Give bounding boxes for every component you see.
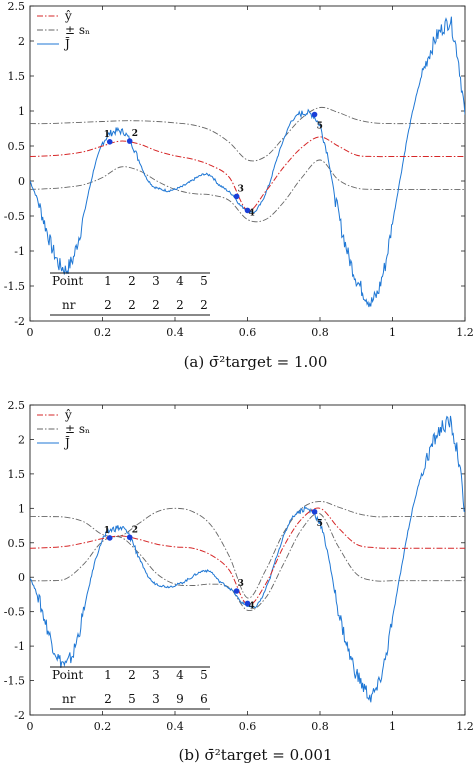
table-cell: 5 — [200, 668, 208, 682]
y-tick-label: 1.5 — [8, 468, 26, 481]
plot-area — [30, 16, 465, 308]
panel-caption: (b) σ̄²target = 0.001 — [178, 746, 332, 764]
x-tick-label: 1 — [389, 326, 396, 339]
x-tick-label: 0.6 — [239, 326, 257, 339]
series-J — [30, 16, 465, 308]
y-tick-label: -1 — [14, 640, 25, 653]
table-cell: 6 — [200, 692, 208, 706]
panel-a: 0 0.2 0.4 0.6 0.8 1 1.2 -2 -1.5 -1 -0.5 0 0.5 1 1.5 2 2.… — [4, 0, 474, 371]
plot-area — [30, 415, 465, 703]
series-upper-band — [30, 106, 465, 162]
series-lower-band — [30, 159, 465, 223]
y-tick-label: 2 — [18, 433, 25, 446]
y-tick-label: 2.5 — [8, 399, 26, 412]
table-cell: 1 — [104, 668, 112, 682]
table-cell: 5 — [128, 692, 136, 706]
legend-label: J̄ — [63, 435, 70, 450]
sample-point — [311, 508, 318, 515]
table-cell: 3 — [152, 668, 160, 682]
y-tick-label: 0 — [18, 571, 25, 584]
sample-point — [106, 535, 113, 541]
table-cell: 3 — [152, 274, 160, 288]
table-cell: 2 — [104, 692, 112, 706]
y-tick-label: 0.5 — [8, 537, 26, 550]
y-tick-label: 1.5 — [8, 70, 26, 83]
sample-point — [233, 588, 240, 594]
point-label: 3 — [238, 579, 244, 589]
series-J — [30, 415, 465, 703]
table-cell: 2 — [152, 298, 160, 312]
table-row-label: Point — [52, 668, 83, 682]
table-cell: 2 — [128, 274, 136, 288]
series-yhat — [30, 507, 465, 606]
table-row-label: nr — [62, 692, 76, 706]
x-tick-label: 0.8 — [311, 720, 329, 733]
y-tick-label: -2 — [14, 709, 25, 722]
legend-label: J̄ — [63, 36, 70, 51]
y-tick-label: -1.5 — [4, 675, 25, 688]
series-lower-band — [30, 512, 465, 612]
x-tick-label: 0 — [27, 720, 34, 733]
y-tick-label: 0 — [18, 175, 25, 188]
y-tick-label: -1 — [14, 245, 25, 258]
y-tick-label: 2 — [18, 35, 25, 48]
y-tick-label: 1 — [18, 105, 25, 118]
series-upper-band — [30, 500, 465, 599]
x-tick-label: 1.2 — [456, 326, 474, 339]
y-tick-label: 1 — [18, 502, 25, 515]
legend-label: ± sₙ — [65, 422, 90, 436]
point-label: 4 — [249, 601, 255, 611]
y-tick-label: 2.5 — [8, 0, 26, 13]
point-label: 1 — [104, 526, 110, 536]
table-cell: 9 — [176, 692, 184, 706]
x-tick-label: 1 — [389, 720, 396, 733]
point-label: 3 — [238, 184, 244, 194]
point-label: 5 — [317, 519, 323, 529]
point-label: 4 — [249, 208, 255, 218]
sample-point — [244, 207, 251, 214]
panel-caption: (a) σ̄²target = 1.00 — [184, 353, 328, 371]
table-cell: 5 — [200, 274, 208, 288]
panel-b: 0 0.2 0.4 0.6 0.8 1 1.2 -2 -1.5 -1 -0.5 0 0.5 1 1.5 2 2.… — [4, 399, 474, 764]
sample-point — [233, 193, 240, 200]
legend-label: ŷ — [64, 9, 72, 23]
x-tick-label: 0.2 — [94, 326, 112, 339]
sample-point — [126, 138, 133, 144]
table-row-label: Point — [52, 274, 83, 288]
x-tick-label: 1.2 — [456, 720, 474, 733]
y-tick-label: -2 — [14, 315, 25, 328]
x-tick-label: 0.6 — [239, 720, 257, 733]
x-tick-label: 0.4 — [166, 326, 184, 339]
table-cell: 3 — [152, 692, 160, 706]
y-tick-label: 0.5 — [8, 140, 26, 153]
table-cell: 2 — [200, 298, 208, 312]
table-cell: 1 — [104, 274, 112, 288]
table-row-label: nr — [62, 298, 76, 312]
x-tick-label: 0.4 — [166, 720, 184, 733]
table-cell: 4 — [176, 668, 184, 682]
x-tick-label: 0.8 — [311, 326, 329, 339]
legend-label: ± sₙ — [65, 23, 90, 37]
table-cell: 4 — [176, 274, 184, 288]
point-label: 2 — [132, 129, 138, 139]
legend-label: ŷ — [64, 408, 72, 422]
table-cell: 2 — [104, 298, 112, 312]
x-tick-label: 0 — [27, 326, 34, 339]
sample-point — [244, 600, 251, 607]
table-cell: 2 — [176, 298, 184, 312]
point-label: 2 — [132, 525, 138, 535]
y-tick-label: -0.5 — [4, 606, 25, 619]
point-label: 5 — [317, 122, 323, 132]
x-tick-label: 0.2 — [94, 720, 112, 733]
series-yhat — [30, 136, 465, 212]
table-cell: 2 — [128, 668, 136, 682]
table-cell: 2 — [128, 298, 136, 312]
y-tick-label: -0.5 — [4, 210, 25, 223]
sample-point — [126, 534, 133, 541]
point-label: 1 — [104, 130, 110, 140]
y-tick-label: -1.5 — [4, 280, 25, 293]
sample-point — [311, 111, 318, 118]
sample-point — [106, 139, 113, 145]
